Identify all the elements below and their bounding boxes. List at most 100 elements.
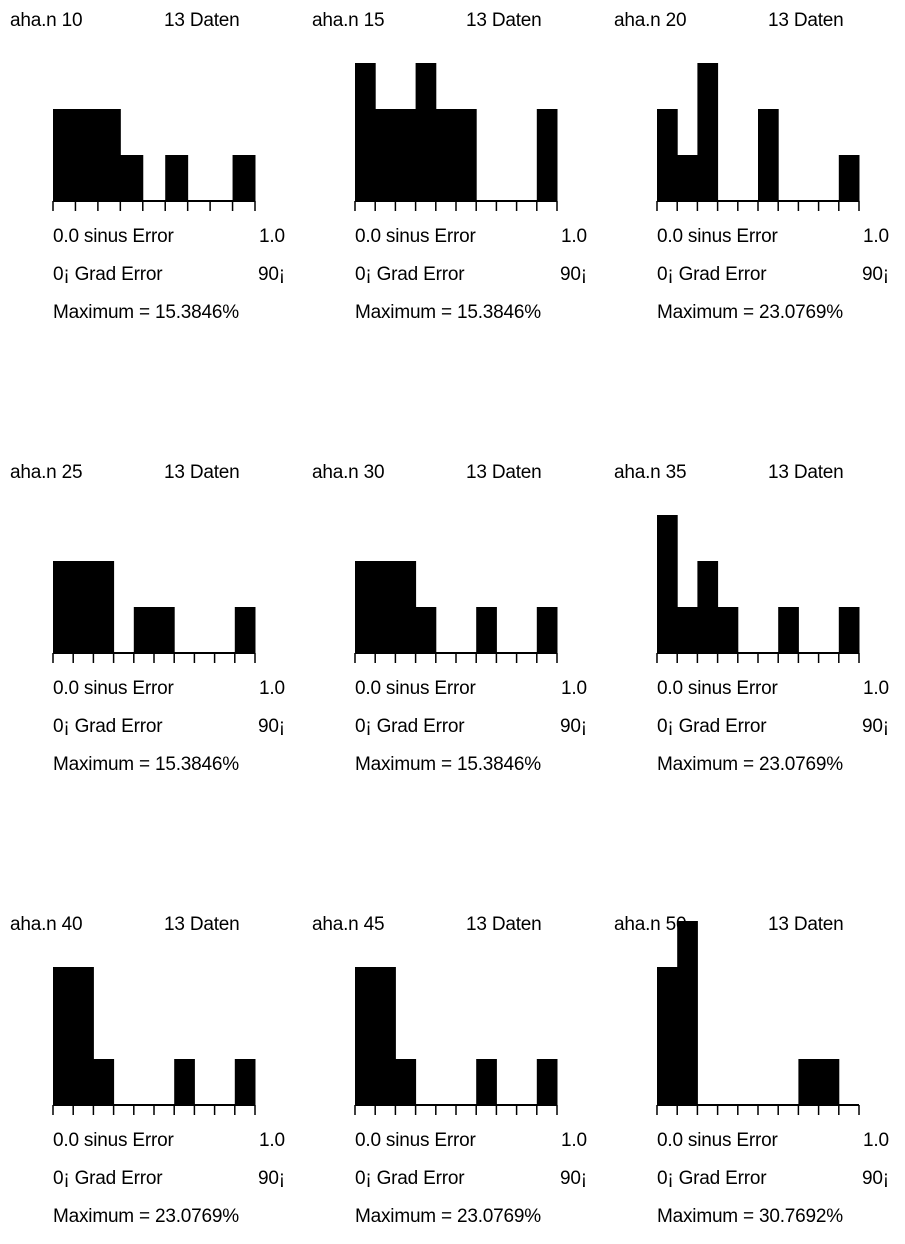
axis-end-label: 1.0 [561,678,587,699]
histogram-bar [697,561,719,653]
axis-end-label: 1.0 [863,678,889,699]
axis-start-label: 0.0 [355,678,381,699]
histogram-bar [717,607,739,653]
grad-mid-label: Grad Error [376,264,465,285]
histogram-bar [456,109,477,201]
grad-mid-label: Grad Error [376,1168,465,1189]
histogram-bar [355,63,376,201]
axis-mid-label: sinus Error [687,1130,778,1151]
grad-mid-label: Grad Error [376,716,465,737]
axis-end-label: 1.0 [863,1130,889,1151]
histogram-bar [758,109,779,201]
histogram-panel-aha-n-30: aha.n 30 13 Daten 0.0 sinus Error 1.0 0¡… [310,452,610,792]
histogram-plot [354,561,558,663]
maximum-label: Maximum = 15.3846% [53,754,239,775]
histogram-bar [435,109,457,201]
axis-end-label: 1.0 [561,226,587,247]
grad-end-label: 90¡ [560,716,587,737]
histogram-bar [657,515,678,653]
histogram-plot [354,63,558,211]
grad-axis-label: 0¡ Grad Error [657,1168,767,1190]
sinus-axis-label: 0.0 sinus Error [53,678,174,700]
histogram-panel-aha-n-40: aha.n 40 13 Daten 0.0 sinus Error 1.0 0¡… [8,904,308,1244]
grad-mid-label: Grad Error [678,264,767,285]
histogram-plot [656,63,860,211]
data-count-label: 13 Daten [466,914,542,935]
histogram-bar [120,155,144,201]
grad-end-label: 90¡ [862,264,889,285]
axis-start-label: 0.0 [53,678,79,699]
grad-axis-label: 0¡ Grad Error [355,716,465,738]
histogram-plot [656,921,860,1115]
data-count-label: 13 Daten [164,462,240,483]
axis-end-label: 1.0 [259,226,285,247]
histogram-bar [75,109,99,201]
grad-start-label: 0¡ [355,716,372,737]
histogram-bar [677,607,698,653]
histogram-bar [476,1059,497,1105]
histogram-bar [395,561,417,653]
histogram-bar [165,155,189,201]
panel-title: aha.n 35 [614,462,687,483]
histogram-bar [778,607,799,653]
histogram-panel-aha-n-10: aha.n 10 13 Daten 0.0 sinus Error 1.0 0¡… [8,0,308,340]
histogram-bar [476,607,497,653]
grad-end-label: 90¡ [560,264,587,285]
axis-start-label: 0.0 [53,226,79,247]
histogram-bar [838,607,860,653]
grad-start-label: 0¡ [53,264,70,285]
histogram-bar [818,1059,840,1105]
maximum-label: Maximum = 30.7692% [657,1206,843,1227]
grad-mid-label: Grad Error [74,1168,163,1189]
axis-mid-label: sinus Error [687,226,778,247]
panel-title: aha.n 45 [312,914,385,935]
grad-start-label: 0¡ [53,716,70,737]
axis-start-label: 0.0 [355,226,381,247]
axis-start-label: 0.0 [355,1130,381,1151]
panel-title: aha.n 50 [614,914,687,935]
grad-mid-label: Grad Error [678,716,767,737]
grad-end-label: 90¡ [560,1168,587,1189]
grad-end-label: 90¡ [862,716,889,737]
grad-end-label: 90¡ [258,716,285,737]
axis-mid-label: sinus Error [83,678,174,699]
histogram-bar [677,155,698,201]
histogram-plot [656,515,860,663]
maximum-label: Maximum = 15.3846% [355,754,541,775]
sinus-axis-label: 0.0 sinus Error [657,678,778,700]
histogram-plot [52,109,256,211]
maximum-label: Maximum = 23.0769% [355,1206,541,1227]
data-count-label: 13 Daten [164,914,240,935]
grad-axis-label: 0¡ Grad Error [355,1168,465,1190]
histogram-panel-aha-n-45: aha.n 45 13 Daten 0.0 sinus Error 1.0 0¡… [310,904,610,1244]
grad-axis-label: 0¡ Grad Error [53,716,163,738]
axis-end-label: 1.0 [863,226,889,247]
histogram-panel-aha-n-25: aha.n 25 13 Daten 0.0 sinus Error 1.0 0¡… [8,452,308,792]
sinus-axis-label: 0.0 sinus Error [657,1130,778,1152]
histogram-bar [154,607,175,653]
histogram-bar [536,109,558,201]
histogram-bar [375,967,396,1105]
maximum-label: Maximum = 23.0769% [53,1206,239,1227]
grad-start-label: 0¡ [53,1168,70,1189]
sinus-axis-label: 0.0 sinus Error [657,226,778,248]
histogram-bar [395,109,417,201]
grad-start-label: 0¡ [657,264,674,285]
data-count-label: 13 Daten [466,462,542,483]
panel-title: aha.n 30 [312,462,385,483]
grad-mid-label: Grad Error [678,1168,767,1189]
panel-title: aha.n 40 [10,914,83,935]
histogram-panel-aha-n-20: aha.n 20 13 Daten 0.0 sinus Error 1.0 0¡… [612,0,905,340]
axis-start-label: 0.0 [657,226,683,247]
histogram-bar [53,561,74,653]
grad-mid-label: Grad Error [74,716,163,737]
histogram-bar [93,1059,115,1105]
histogram-plot [52,967,256,1115]
sinus-axis-label: 0.0 sinus Error [355,1130,476,1152]
histogram-bar [536,1059,558,1105]
grad-axis-label: 0¡ Grad Error [355,264,465,286]
axis-end-label: 1.0 [259,678,285,699]
histogram-bar [536,607,558,653]
histogram-bar [97,109,121,201]
histogram-bar [355,561,376,653]
